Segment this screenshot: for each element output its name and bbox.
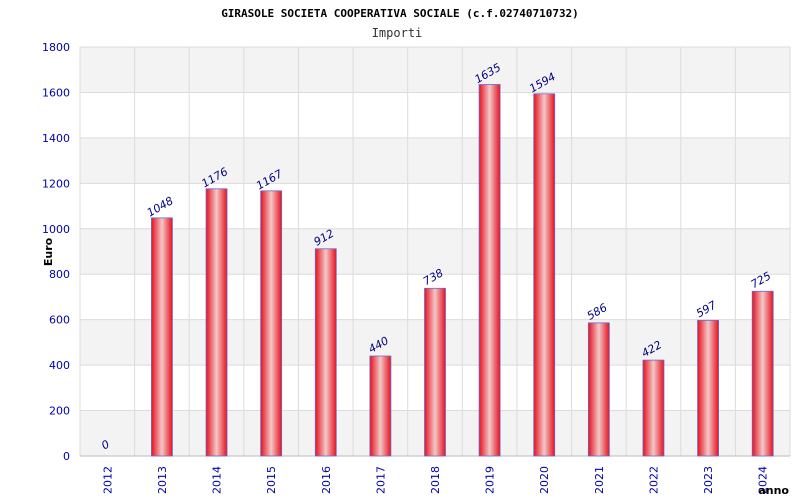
plot-band [80, 92, 790, 138]
bar-2023 [697, 319, 719, 457]
x-tick-label-2016: 2016 [320, 466, 333, 494]
y-tick-label: 1800 [42, 41, 70, 54]
y-tick-label: 400 [49, 359, 70, 372]
x-tick-label-2013: 2013 [156, 466, 169, 494]
plot-background [80, 47, 790, 456]
y-tick-label: 1200 [42, 177, 70, 190]
chart-title: GIRASOLE SOCIETA COOPERATIVA SOCIALE (c.… [221, 7, 579, 20]
y-tick-label: 1400 [42, 132, 70, 145]
plot-band [80, 228, 790, 275]
bars-group [151, 84, 774, 457]
bar-2014 [205, 188, 228, 457]
bar-2017 [369, 355, 392, 457]
y-tick-label: 1000 [42, 223, 70, 236]
bar-2021 [587, 322, 610, 457]
x-tick-label-2019: 2019 [484, 466, 497, 494]
bar-2013 [151, 217, 173, 457]
plot-band [80, 47, 790, 93]
y-axis-label: Euro [42, 237, 55, 266]
x-tick-label-2012: 2012 [101, 466, 114, 494]
plot-band [80, 183, 790, 229]
x-tick-label-2014: 2014 [211, 466, 224, 494]
x-axis-label: anno [758, 484, 789, 497]
bar-2016 [314, 248, 337, 457]
x-tick-label-2023: 2023 [702, 466, 715, 494]
x-axis-ticks: 2012 2013 2014 2015 2016 2017 2018 2019 2020 2021… [101, 466, 769, 494]
y-tick-label: 200 [49, 405, 70, 418]
chart-subtitle: Importi [372, 26, 423, 40]
x-tick-label-2018: 2018 [429, 466, 442, 494]
bar-2022 [642, 359, 665, 457]
y-tick-label: 600 [49, 314, 70, 327]
y-tick-label: 0 [63, 450, 70, 463]
bar-2015 [260, 190, 283, 457]
y-tick-label: 1600 [42, 86, 70, 99]
x-tick-label-2015: 2015 [265, 466, 278, 494]
bar-2019 [478, 84, 501, 457]
x-tick-label-2021: 2021 [593, 466, 606, 494]
bar-2020 [533, 93, 556, 457]
x-tick-label-2022: 2022 [647, 466, 660, 494]
bar-2024 [751, 290, 774, 457]
bar-2018 [424, 287, 446, 457]
y-axis-ticks: 0 200 400 600 800 1000 1200 1400 1600 1800 [42, 41, 70, 463]
x-tick-label-2017: 2017 [374, 466, 387, 494]
y-tick-label: 800 [49, 268, 70, 281]
plot-band [80, 137, 790, 184]
x-tick-label-2020: 2020 [538, 466, 551, 494]
x-tick-label-2024: 2024 [757, 466, 770, 494]
